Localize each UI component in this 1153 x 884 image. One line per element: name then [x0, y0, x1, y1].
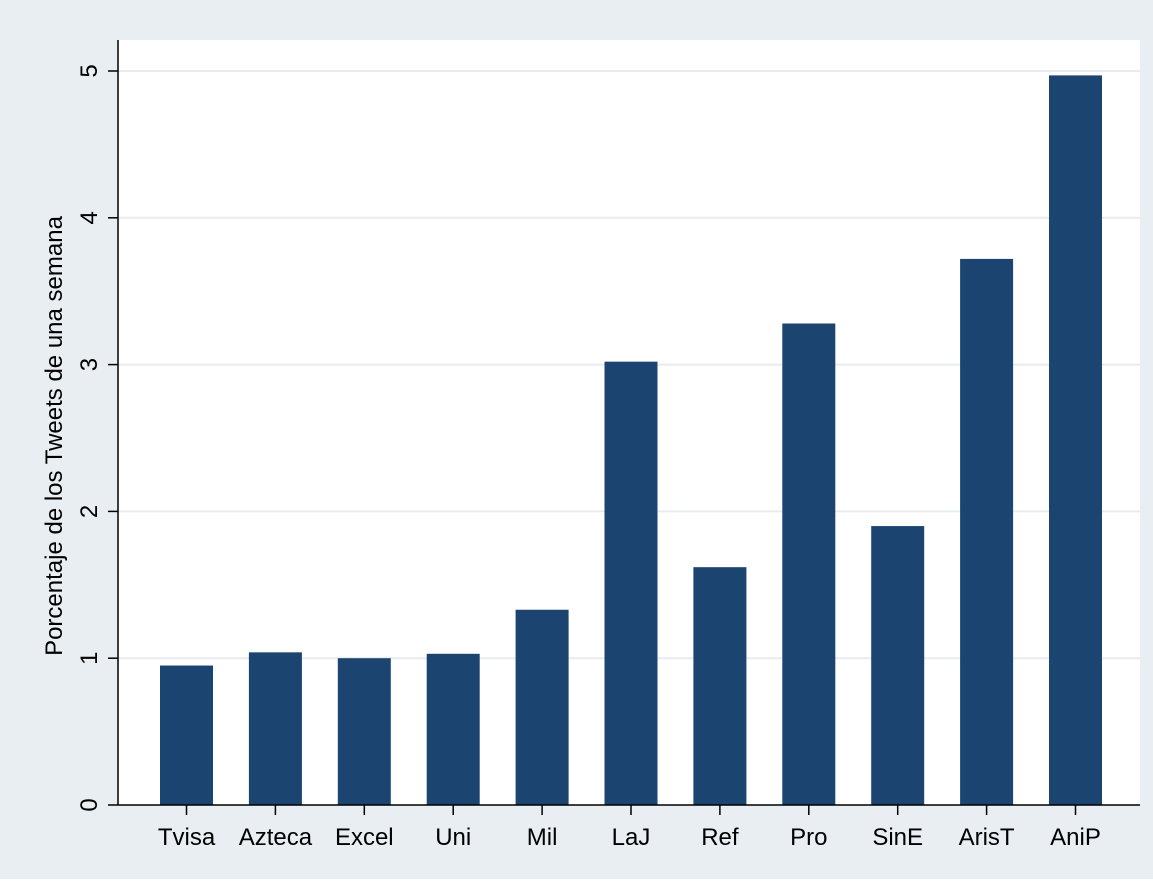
x-tick-label-mil: Mil: [527, 824, 558, 851]
bar-anip: [1049, 75, 1102, 806]
x-tick-label-azteca: Azteca: [239, 824, 313, 851]
bar-pro: [782, 323, 836, 805]
y-axis-label: Porcentaje de los Tweets de una semana: [41, 215, 68, 655]
x-tick-label-pro: Pro: [790, 824, 827, 851]
bar-excel: [337, 658, 391, 805]
bars: [160, 75, 1102, 806]
bar-mil: [515, 609, 569, 805]
y-tick-label-5: 5: [76, 64, 103, 77]
x-tick-label-sine: SinE: [872, 824, 923, 851]
y-tick-label-3: 3: [76, 358, 103, 371]
x-tick-label-tvisa: Tvisa: [158, 824, 216, 851]
y-tick-label-2: 2: [76, 505, 103, 518]
y-tick-label-4: 4: [76, 211, 103, 224]
bar-sine: [871, 526, 925, 805]
bar-arist: [960, 258, 1014, 805]
x-tick-label-ref: Ref: [701, 824, 739, 851]
axes: [108, 40, 1140, 815]
bar-ref: [693, 567, 747, 805]
bar-laj: [604, 361, 658, 805]
x-tick-labels: Tvisa Azteca Excel Uni Mil LaJ Ref Pro SinE ArisT…: [158, 824, 1101, 851]
x-tick-label-excel: Excel: [335, 824, 394, 851]
bar-azteca: [248, 652, 302, 805]
y-tick-label-1: 1: [76, 652, 103, 665]
x-tick-label-arist: ArisT: [959, 824, 1015, 851]
bar-uni: [426, 653, 480, 805]
bar-tvisa: [160, 665, 213, 805]
x-tick-label-uni: Uni: [435, 824, 471, 851]
x-tick-label-laj: LaJ: [612, 824, 651, 851]
y-tick-labels: 0 1 2 3 4 5: [76, 64, 103, 811]
y-tick-label-0: 0: [76, 798, 103, 811]
x-tick-label-anip: AniP: [1050, 824, 1101, 851]
